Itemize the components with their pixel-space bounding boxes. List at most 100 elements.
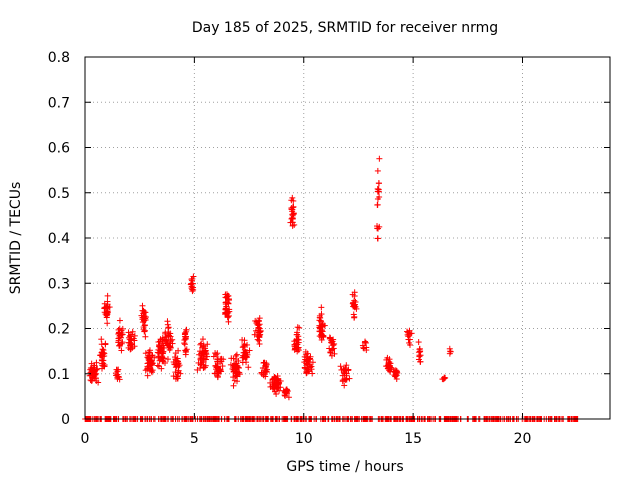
data-point — [262, 364, 269, 371]
data-point — [391, 368, 398, 375]
data-point — [115, 366, 122, 373]
data-point — [230, 382, 237, 389]
data-point — [352, 298, 359, 305]
y-tick-label: 0 — [61, 412, 70, 428]
data-point — [164, 356, 171, 363]
data-point — [308, 363, 315, 370]
data-point — [155, 343, 162, 350]
data-point — [157, 347, 164, 354]
y-tick-label: 0.4 — [48, 231, 70, 247]
data-point — [189, 275, 196, 282]
data-point — [343, 370, 350, 377]
data-point — [359, 342, 366, 349]
data-point — [240, 354, 247, 361]
data-point — [441, 375, 448, 382]
y-tick-label: 0.3 — [48, 276, 70, 292]
x-axis-label: GPS time / hours — [286, 459, 403, 475]
data-point — [294, 324, 301, 331]
data-point — [288, 197, 295, 204]
data-point — [261, 360, 268, 367]
data-point — [126, 332, 133, 339]
data-point — [115, 339, 122, 346]
data-point — [91, 369, 98, 376]
data-point — [172, 350, 179, 357]
data-point — [318, 311, 325, 318]
data-point — [326, 334, 333, 341]
data-point — [129, 328, 136, 335]
data-point — [328, 337, 335, 344]
data-point — [163, 340, 170, 347]
data-point — [319, 321, 326, 328]
axis-ticks: 0 0.1 0.2 0.3 0.4 0.5 0.6 0.7 0.8 0 5 10 15 20 — [48, 50, 610, 447]
data-point — [164, 318, 171, 325]
data-point — [142, 309, 149, 316]
data-point — [142, 367, 149, 374]
data-point — [127, 346, 134, 353]
data-point — [222, 310, 229, 317]
data-point — [190, 286, 197, 293]
data-point — [139, 319, 146, 326]
data-point — [342, 367, 349, 374]
x-tick-label: 0 — [81, 431, 90, 447]
data-point — [230, 369, 237, 376]
data-point — [171, 361, 178, 368]
data-point — [175, 363, 182, 370]
data-point — [374, 195, 381, 202]
data-point — [233, 351, 240, 358]
data-point — [224, 299, 231, 306]
data-point — [293, 337, 300, 344]
data-point — [283, 387, 290, 394]
data-point — [145, 354, 152, 361]
data-point — [241, 342, 248, 349]
data-point — [271, 374, 278, 381]
data-point — [415, 339, 422, 346]
data-point — [288, 205, 295, 212]
data-point — [93, 359, 100, 366]
data-point — [144, 354, 151, 361]
data-point — [104, 301, 111, 308]
data-point — [115, 330, 122, 337]
data-point — [222, 294, 229, 301]
data-point — [197, 361, 204, 368]
data-point — [296, 324, 303, 331]
data-point — [104, 292, 111, 299]
data-point — [246, 347, 253, 354]
data-point — [447, 348, 454, 355]
data-point — [174, 375, 181, 382]
data-point — [274, 380, 281, 387]
data-point — [327, 349, 334, 356]
data-point — [167, 344, 174, 351]
data-point — [242, 348, 249, 355]
data-point — [162, 359, 169, 366]
data-point — [200, 343, 207, 350]
data-point — [149, 369, 156, 376]
data-point — [118, 329, 125, 336]
data-point — [260, 372, 267, 379]
data-point — [415, 356, 422, 363]
data-point — [101, 305, 108, 312]
data-point — [104, 308, 111, 315]
data-point — [405, 336, 412, 343]
data-point — [219, 363, 226, 370]
data-point — [182, 347, 189, 354]
data-point — [386, 364, 393, 371]
data-point — [295, 333, 302, 340]
data-point — [99, 346, 106, 353]
data-point — [169, 336, 176, 343]
data-point — [116, 317, 123, 324]
data-point — [165, 332, 172, 339]
data-point — [119, 325, 126, 332]
data-point — [292, 343, 299, 350]
data-point — [204, 341, 211, 348]
x-tick-label: 15 — [404, 431, 422, 447]
data-point — [256, 315, 263, 322]
data-point — [194, 366, 201, 373]
y-tick-label: 0.8 — [48, 50, 70, 66]
data-point — [309, 370, 316, 377]
data-point — [225, 318, 232, 325]
data-point — [273, 382, 280, 389]
data-point — [200, 355, 207, 362]
data-point — [215, 366, 222, 373]
data-point — [232, 373, 239, 380]
data-point — [113, 372, 120, 379]
